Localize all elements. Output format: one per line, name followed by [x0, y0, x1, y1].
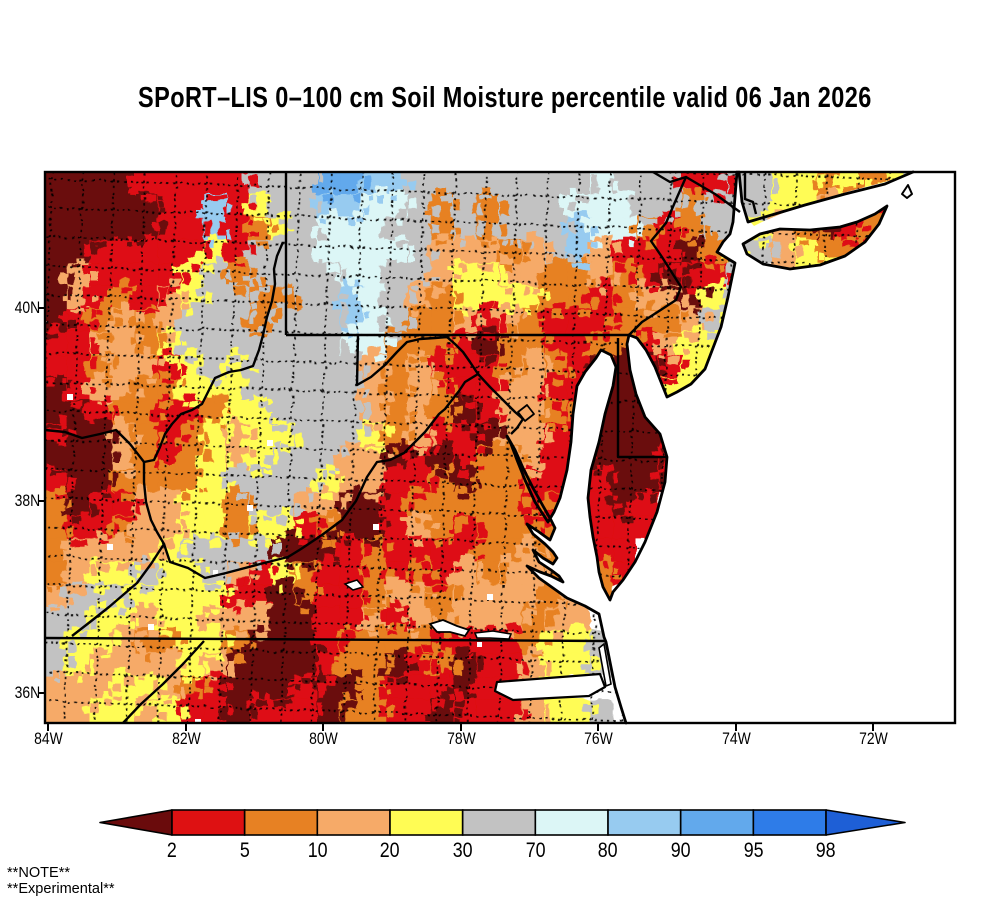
lon-tick-label: 84W	[33, 729, 63, 748]
note-line-1: **NOTE**	[7, 864, 71, 881]
kerr-lake	[428, 619, 471, 638]
colorbar-tick-label: 90	[670, 839, 691, 862]
colorbar-tick-label: 10	[307, 839, 328, 862]
block-island	[901, 184, 913, 199]
lat-tick-label: 40N	[14, 298, 40, 317]
colorbar-tick-label: 30	[452, 839, 473, 862]
colorbar-segment	[316, 809, 391, 836]
colorbar-tick-label: 2	[167, 839, 177, 862]
colorbar-tick-label: 20	[380, 839, 400, 862]
colorbar-arrow-left	[99, 809, 173, 836]
lat-tick-label: 36N	[14, 683, 40, 702]
colorbar-arrow-right	[825, 809, 906, 836]
lon-tick-label: 80W	[308, 729, 338, 748]
soil-moisture-map	[38, 170, 957, 731]
colorbar-segment	[679, 809, 755, 836]
lon-tick-label: 78W	[446, 729, 476, 748]
colorbar-segment	[752, 809, 827, 836]
map-panel	[37, 164, 963, 739]
lon-tick-label: 72W	[858, 729, 888, 748]
smith-mountain-lake	[343, 579, 365, 591]
colorbar-tick-label: 80	[598, 839, 618, 862]
note-line-2: **Experimental**	[7, 880, 115, 897]
lon-tick-label: 82W	[171, 729, 201, 748]
water-bodies	[67, 394, 612, 723]
map-title: SPoRT–LIS 0–100 cm Soil Moisture percent…	[138, 82, 872, 114]
colorbar	[90, 806, 915, 840]
state-borders	[44, 170, 758, 724]
colorbar-tick-label: 70	[525, 839, 546, 862]
colorbar-segment	[534, 809, 609, 836]
colorbar-segment	[389, 809, 464, 836]
colorbar-tick-label: 98	[816, 839, 836, 862]
colorbar-segment	[461, 809, 537, 836]
lat-tick-label: 38N	[14, 491, 40, 510]
colorbar-segment	[243, 809, 319, 836]
axis-ticks	[38, 307, 874, 731]
map-frame	[43, 170, 957, 725]
gaston-lake	[473, 630, 513, 640]
no-data-specks	[67, 394, 493, 723]
colorbar-tick-label: 5	[239, 839, 250, 862]
washington-dc-marker	[517, 404, 535, 422]
coastline	[505, 170, 915, 725]
colorbar-tick-label: 95	[743, 839, 764, 862]
lon-tick-label: 74W	[721, 729, 751, 748]
colorbar-segment	[171, 809, 246, 836]
lon-tick-label: 76W	[583, 729, 613, 748]
colorbar-segment	[607, 809, 682, 836]
